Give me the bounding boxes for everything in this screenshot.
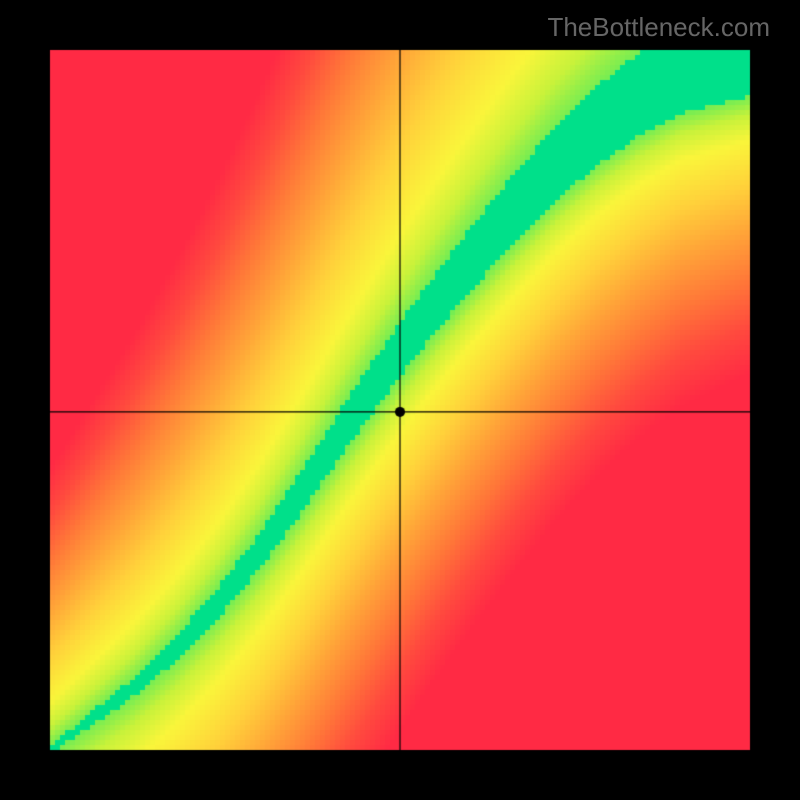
chart-container: TheBottleneck.com — [0, 0, 800, 800]
heatmap-canvas — [0, 0, 800, 800]
watermark-text: TheBottleneck.com — [547, 12, 770, 43]
